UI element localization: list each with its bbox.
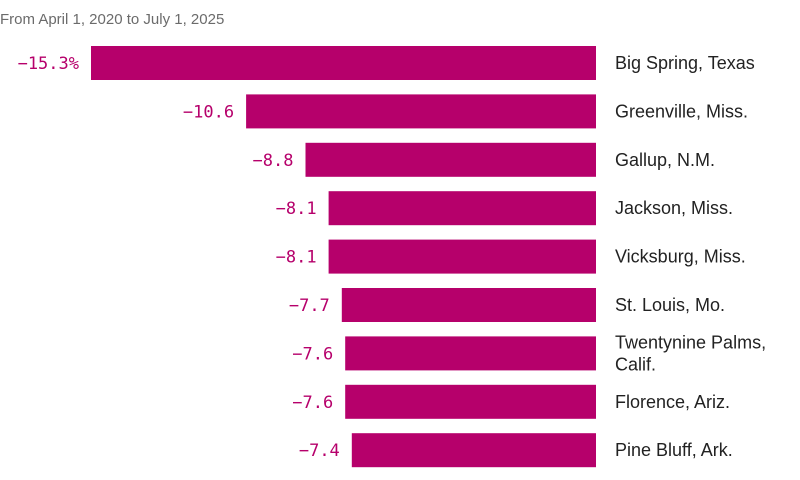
bar-8 bbox=[351, 433, 596, 468]
bar-4 bbox=[328, 239, 596, 274]
category-label-2: Gallup, N.M. bbox=[615, 150, 715, 170]
bar-6 bbox=[345, 336, 596, 371]
bars-group bbox=[91, 46, 596, 468]
category-labels-group: Big Spring, Texas Greenville, Miss. Gallup… bbox=[615, 53, 766, 460]
value-label-7: −7.6 bbox=[292, 393, 333, 413]
bar-7 bbox=[345, 384, 596, 419]
value-label-2: −8.8 bbox=[253, 151, 294, 171]
bar-2 bbox=[305, 142, 596, 177]
category-label-5: St. Louis, Mo. bbox=[615, 295, 725, 315]
category-label-1: Greenville, Miss. bbox=[615, 101, 748, 121]
chart-subtitle: From April 1, 2020 to July 1, 2025 bbox=[0, 11, 224, 28]
category-label-4: Vicksburg, Miss. bbox=[615, 247, 746, 267]
value-label-1: −10.6 bbox=[183, 102, 234, 122]
value-label-3: −8.1 bbox=[276, 199, 317, 219]
value-label-6: −7.6 bbox=[292, 344, 333, 364]
category-label-0: Big Spring, Texas bbox=[615, 53, 755, 73]
category-label-3: Jackson, Miss. bbox=[615, 198, 733, 218]
value-label-0: −15.3% bbox=[18, 54, 79, 74]
value-labels-group: −15.3% −10.6 −8.8 −8.1 −8.1 −7.7 −7.6 −7.6 −7.4 bbox=[18, 54, 340, 461]
value-label-5: −7.7 bbox=[289, 296, 330, 316]
category-label-6-line-0: Twentynine Palms, bbox=[615, 332, 766, 352]
bar-3 bbox=[328, 191, 596, 226]
bar-5 bbox=[341, 288, 596, 322]
category-label-7: Florence, Ariz. bbox=[615, 392, 730, 412]
value-label-4: −8.1 bbox=[276, 248, 317, 268]
bar-1 bbox=[246, 94, 596, 129]
bar-0 bbox=[91, 46, 596, 80]
category-label-6-line-1: Calif. bbox=[615, 354, 656, 374]
category-label-8: Pine Bluff, Ark. bbox=[615, 440, 733, 460]
value-label-8: −7.4 bbox=[299, 441, 340, 461]
